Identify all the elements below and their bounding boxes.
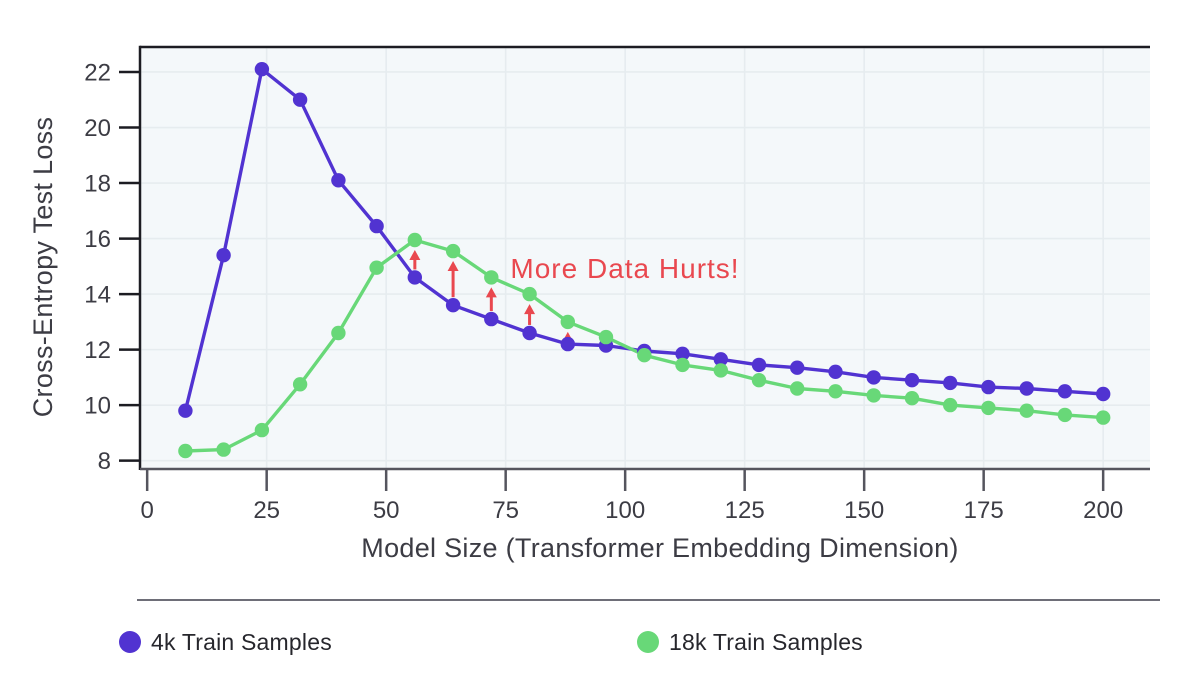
svg-text:50: 50 <box>373 497 400 524</box>
legend-marker-4k-icon <box>119 631 141 653</box>
legend-label-4k: 4k Train Samples <box>151 628 332 655</box>
axis-ticks <box>119 70 1105 491</box>
x-axis-title: Model Size (Transformer Embedding Dimens… <box>361 533 958 563</box>
data-points <box>178 61 1111 459</box>
svg-text:75: 75 <box>492 497 519 524</box>
svg-text:125: 125 <box>725 497 765 524</box>
annotation-more-data-hurts: More Data Hurts! <box>510 253 739 284</box>
svg-text:14: 14 <box>84 282 111 309</box>
svg-text:200: 200 <box>1083 497 1123 524</box>
legend-divider <box>137 599 1160 601</box>
svg-text:16: 16 <box>84 226 111 253</box>
svg-text:100: 100 <box>605 497 645 524</box>
axis-tick-labels: 8 10 12 14 16 18 20 22 0 25 50 75 100 125 150 175 200 <box>84 59 1123 524</box>
legend-item-18k-train-samples: 18k Train Samples <box>637 629 863 655</box>
svg-text:25: 25 <box>253 497 280 524</box>
legend-marker-18k-icon <box>637 631 659 653</box>
svg-text:12: 12 <box>84 337 111 364</box>
svg-text:8: 8 <box>98 448 111 475</box>
svg-text:10: 10 <box>84 393 111 420</box>
legend-item-4k-train-samples: 4k Train Samples <box>119 629 332 655</box>
svg-text:0: 0 <box>140 497 153 524</box>
svg-text:18: 18 <box>84 171 111 198</box>
svg-text:22: 22 <box>84 59 111 86</box>
svg-text:150: 150 <box>844 497 884 524</box>
svg-text:20: 20 <box>84 115 111 142</box>
y-axis-title: Cross-Entropy Test Loss <box>28 117 58 418</box>
legend-label-18k: 18k Train Samples <box>669 628 863 655</box>
chart-canvas: 8 10 12 14 16 18 20 22 0 25 50 75 100 125 150 175 200 Mo… <box>28 45 1150 563</box>
svg-text:175: 175 <box>964 497 1004 524</box>
